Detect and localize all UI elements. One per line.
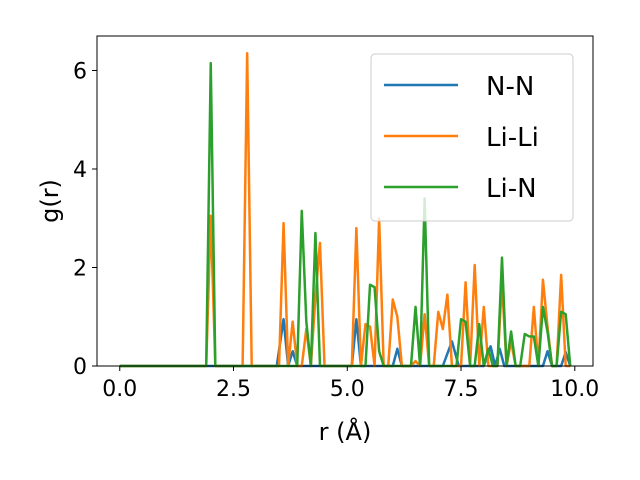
y-axis-label: g(r) [36, 179, 64, 223]
x-tick-label: 2.5 [216, 377, 251, 402]
y-tick-label: 2 [73, 256, 87, 281]
x-tick-label: 5.0 [330, 377, 365, 402]
x-axis-label: r (Å) [319, 417, 372, 446]
x-axis: 0.0 2.5 5.0 7.5 10.0 [102, 366, 599, 402]
legend-label-li-n: Li-N [486, 174, 537, 204]
x-tick-label: 7.5 [444, 377, 479, 402]
x-tick-label: 10.0 [550, 377, 599, 402]
y-axis: 0 2 4 6 [73, 59, 97, 380]
legend: N-N Li-Li Li-N [370, 53, 574, 222]
legend-label-li-li: Li-Li [486, 123, 539, 153]
y-tick-label: 6 [73, 59, 87, 84]
x-tick-label: 0.0 [102, 377, 137, 402]
plot-frame [96, 35, 594, 367]
y-tick-label: 0 [73, 355, 87, 380]
y-tick-label: 4 [73, 158, 87, 183]
legend-box [370, 53, 574, 222]
legend-label-n-n: N-N [486, 72, 534, 102]
